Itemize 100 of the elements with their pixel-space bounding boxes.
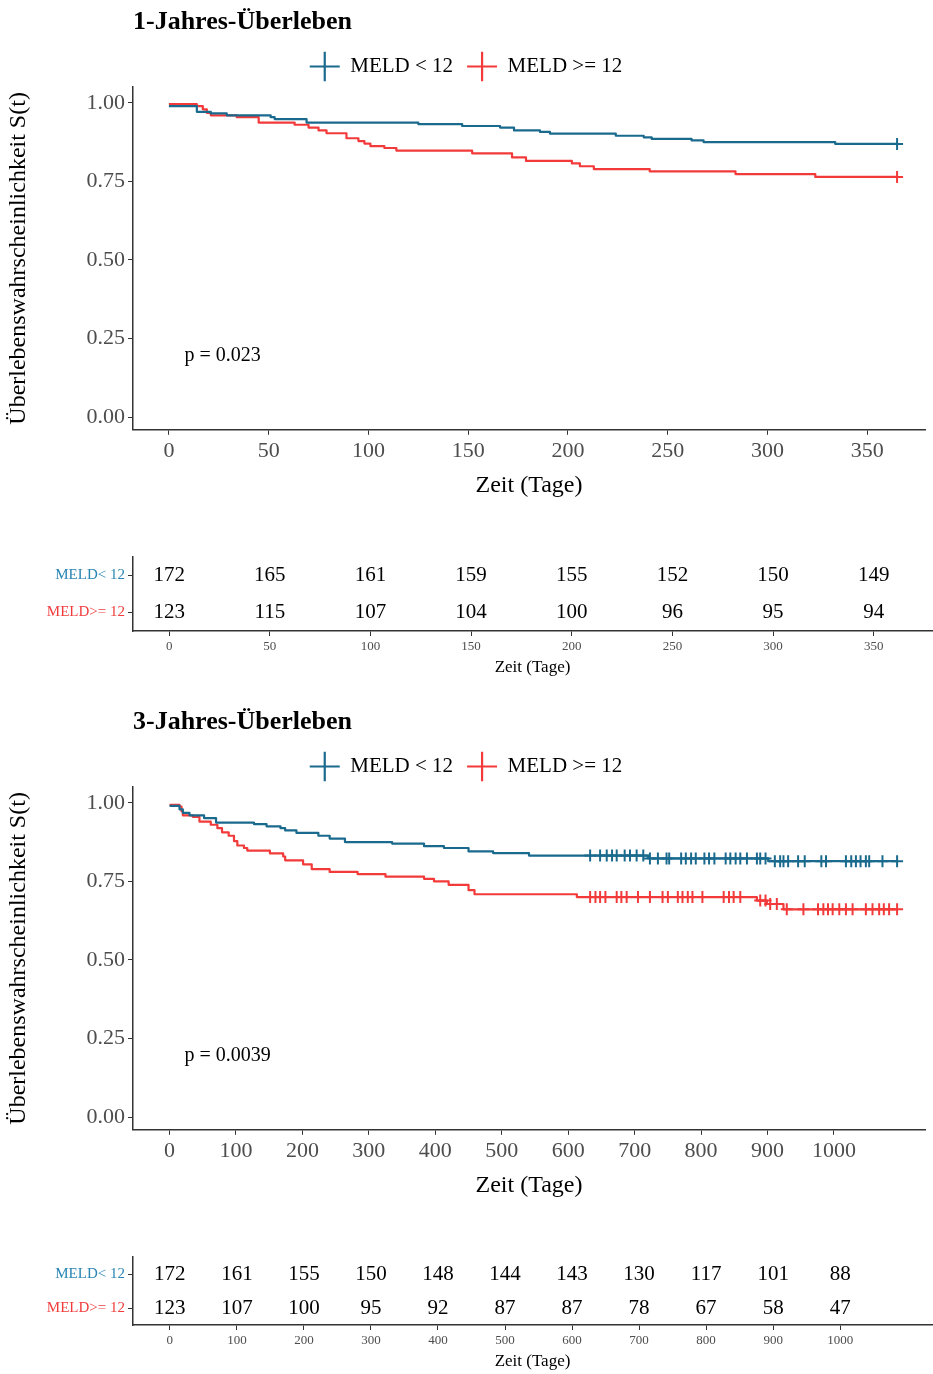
data-label: 161: [221, 1260, 253, 1285]
data-label: 107: [221, 1294, 253, 1319]
legend-label: MELD >= 12: [507, 53, 623, 78]
x-tick-label: 500: [495, 1332, 515, 1348]
data-label: 95: [762, 599, 784, 624]
data-label: 78: [628, 1294, 650, 1319]
x-tick-label: 300: [352, 1136, 386, 1162]
data-label: 87: [494, 1294, 516, 1319]
x-tick-label: 350: [863, 638, 884, 654]
x-tick-label: 50: [257, 436, 280, 462]
data-label: 130: [623, 1260, 655, 1285]
legend-label: MELD >= 12: [507, 753, 623, 778]
x-tick-label: 700: [629, 1332, 649, 1348]
data-label: 152: [656, 562, 689, 587]
data-label: 87: [561, 1294, 583, 1319]
x-tick-label: 800: [684, 1136, 718, 1162]
data-label: 67: [695, 1294, 717, 1319]
data-label: 96: [661, 599, 683, 624]
data-label: 94: [863, 599, 885, 624]
chart-title: 3-Jahres-Überleben: [133, 706, 353, 736]
data-label: 104: [455, 599, 488, 624]
y-tick-label: 1.00: [86, 788, 125, 814]
x-tick-label: 250: [651, 436, 685, 462]
data-label: 101: [757, 1260, 789, 1285]
y-tick-label: 1.00: [86, 88, 125, 114]
x-tick-label: 1000: [811, 1136, 856, 1162]
y-tick-label: MELD< 12: [55, 1264, 125, 1281]
x-tick-label: 700: [618, 1136, 652, 1162]
data-label: 123: [154, 1294, 186, 1319]
data-label: 172: [154, 1260, 186, 1285]
x-tick-label: 600: [551, 1136, 585, 1162]
data-label: 100: [288, 1294, 320, 1319]
x-tick-label: 600: [562, 1332, 582, 1348]
data-label: 88: [829, 1260, 851, 1285]
data-label: 47: [829, 1294, 851, 1319]
x-axis-title: Zeit (Tage): [475, 470, 583, 497]
x-tick-label: 350: [850, 436, 884, 462]
legend-label: MELD < 12: [350, 53, 454, 78]
data-label: 107: [354, 599, 387, 624]
data-label: 123: [153, 599, 185, 624]
x-tick-label: 200: [294, 1332, 314, 1348]
y-tick-label: 0.50: [86, 245, 125, 271]
y-tick-label: 0.75: [86, 167, 125, 193]
x-tick-label: 1000: [827, 1332, 854, 1348]
y-tick-label: MELD>= 12: [46, 603, 125, 620]
data-label: 150: [757, 562, 789, 587]
x-tick-label: 100: [227, 1332, 247, 1348]
x-tick-label: 150: [451, 436, 485, 462]
data-label: 117: [690, 1260, 722, 1285]
x-tick-label: 0: [164, 1136, 176, 1162]
y-tick-label: MELD>= 12: [46, 1298, 125, 1315]
data-label: 165: [254, 562, 286, 587]
x-tick-label: 900: [751, 1136, 785, 1162]
data-label: 150: [355, 1260, 387, 1285]
x-axis-title: Zeit (Tage): [494, 657, 571, 677]
annotation: p = 0.023: [184, 343, 261, 367]
y-tick-label: 0.25: [86, 324, 125, 350]
x-tick-label: 800: [696, 1332, 716, 1348]
chart-title: 1-Jahres-Überleben: [133, 6, 353, 36]
x-tick-label: 200: [551, 436, 585, 462]
y-tick-label: 0.50: [86, 945, 125, 971]
data-label: 100: [556, 599, 588, 624]
annotation: p = 0.0039: [184, 1043, 271, 1067]
data-label: 92: [427, 1294, 449, 1319]
x-tick-label: 0: [166, 1332, 174, 1348]
x-axis-title: Zeit (Tage): [475, 1170, 583, 1197]
data-label: 161: [354, 562, 387, 587]
x-tick-label: 100: [351, 436, 385, 462]
y-tick-label: MELD< 12: [55, 566, 125, 583]
data-label: 58: [762, 1294, 784, 1319]
x-tick-label: 300: [750, 436, 784, 462]
x-tick-label: 300: [361, 1332, 381, 1348]
data-label: 148: [422, 1260, 454, 1285]
x-tick-label: 100: [360, 638, 381, 654]
x-tick-label: 200: [285, 1136, 319, 1162]
data-label: 95: [360, 1294, 382, 1319]
x-axis-title: Zeit (Tage): [494, 1351, 571, 1371]
x-tick-label: 400: [428, 1332, 448, 1348]
x-tick-label: 200: [562, 638, 582, 654]
x-tick-label: 300: [763, 638, 783, 654]
data-label: 149: [857, 562, 890, 587]
data-label: 155: [288, 1260, 320, 1285]
y-axis-title: Überlebenswahrscheinlichkeit S(t): [3, 92, 30, 425]
x-tick-label: 500: [485, 1136, 519, 1162]
data-label: 172: [153, 562, 185, 587]
x-tick-label: 400: [418, 1136, 452, 1162]
data-label: 155: [556, 562, 588, 587]
x-tick-label: 0: [163, 436, 175, 462]
x-tick-label: 250: [662, 638, 683, 654]
x-tick-label: 900: [763, 1332, 783, 1348]
y-tick-label: 0.75: [86, 867, 125, 893]
y-axis-title: Überlebenswahrscheinlichkeit S(t): [3, 792, 30, 1125]
data-label: 115: [254, 599, 286, 624]
legend-label: MELD < 12: [350, 753, 454, 778]
data-label: 143: [556, 1260, 588, 1285]
x-tick-label: 50: [263, 638, 277, 654]
data-label: 144: [489, 1260, 522, 1285]
y-tick-label: 0.00: [86, 403, 125, 428]
y-tick-label: 0.25: [86, 1024, 125, 1050]
x-tick-label: 100: [219, 1136, 253, 1162]
